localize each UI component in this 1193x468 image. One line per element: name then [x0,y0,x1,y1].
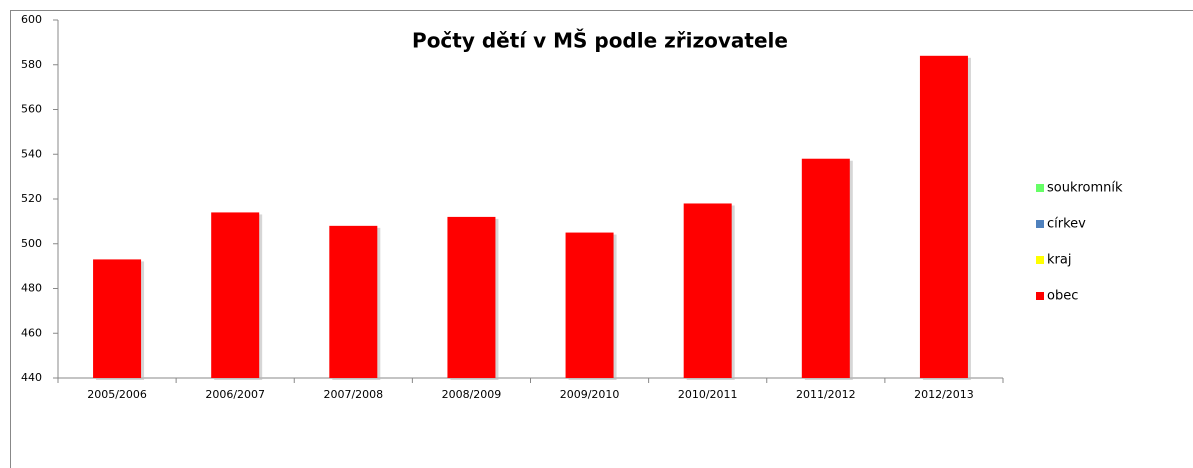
legend-label: kraj [1047,253,1071,268]
bar [565,232,614,378]
y-tick-label: 540 [21,147,42,160]
x-tick-label: 2010/2011 [678,388,738,401]
y-tick-label: 580 [21,58,42,71]
legend-swatch [1036,220,1044,228]
bar [329,225,378,378]
x-tick-label: 2008/2009 [442,388,502,401]
x-tick-label: 2007/2008 [323,388,383,401]
y-tick-label: 520 [21,192,42,205]
x-tick-label: 2012/2013 [914,388,974,401]
y-tick-label: 460 [21,326,42,339]
x-tick-label: 2009/2010 [560,388,620,401]
bar [683,203,732,378]
bar [211,212,260,378]
legend-label: církev [1047,217,1086,232]
bar [801,158,850,378]
x-tick-label: 2005/2006 [87,388,147,401]
y-tick-label: 440 [21,371,42,384]
y-tick-label: 600 [21,13,42,26]
y-tick-label: 560 [21,103,42,116]
legend-label: obec [1047,289,1078,304]
chart-title: Počty dětí v MŠ podle zřizovatele [412,29,788,53]
bar [93,259,142,378]
legend-swatch [1036,292,1044,300]
x-tick-label: 2011/2012 [796,388,856,401]
x-tick-label: 2006/2007 [205,388,265,401]
legend-swatch [1036,256,1044,264]
bar [919,55,968,379]
legend-swatch [1036,184,1044,192]
legend-label: soukromník [1047,181,1123,196]
y-tick-label: 480 [21,282,42,295]
y-tick-label: 500 [21,237,42,250]
bar [447,216,496,378]
